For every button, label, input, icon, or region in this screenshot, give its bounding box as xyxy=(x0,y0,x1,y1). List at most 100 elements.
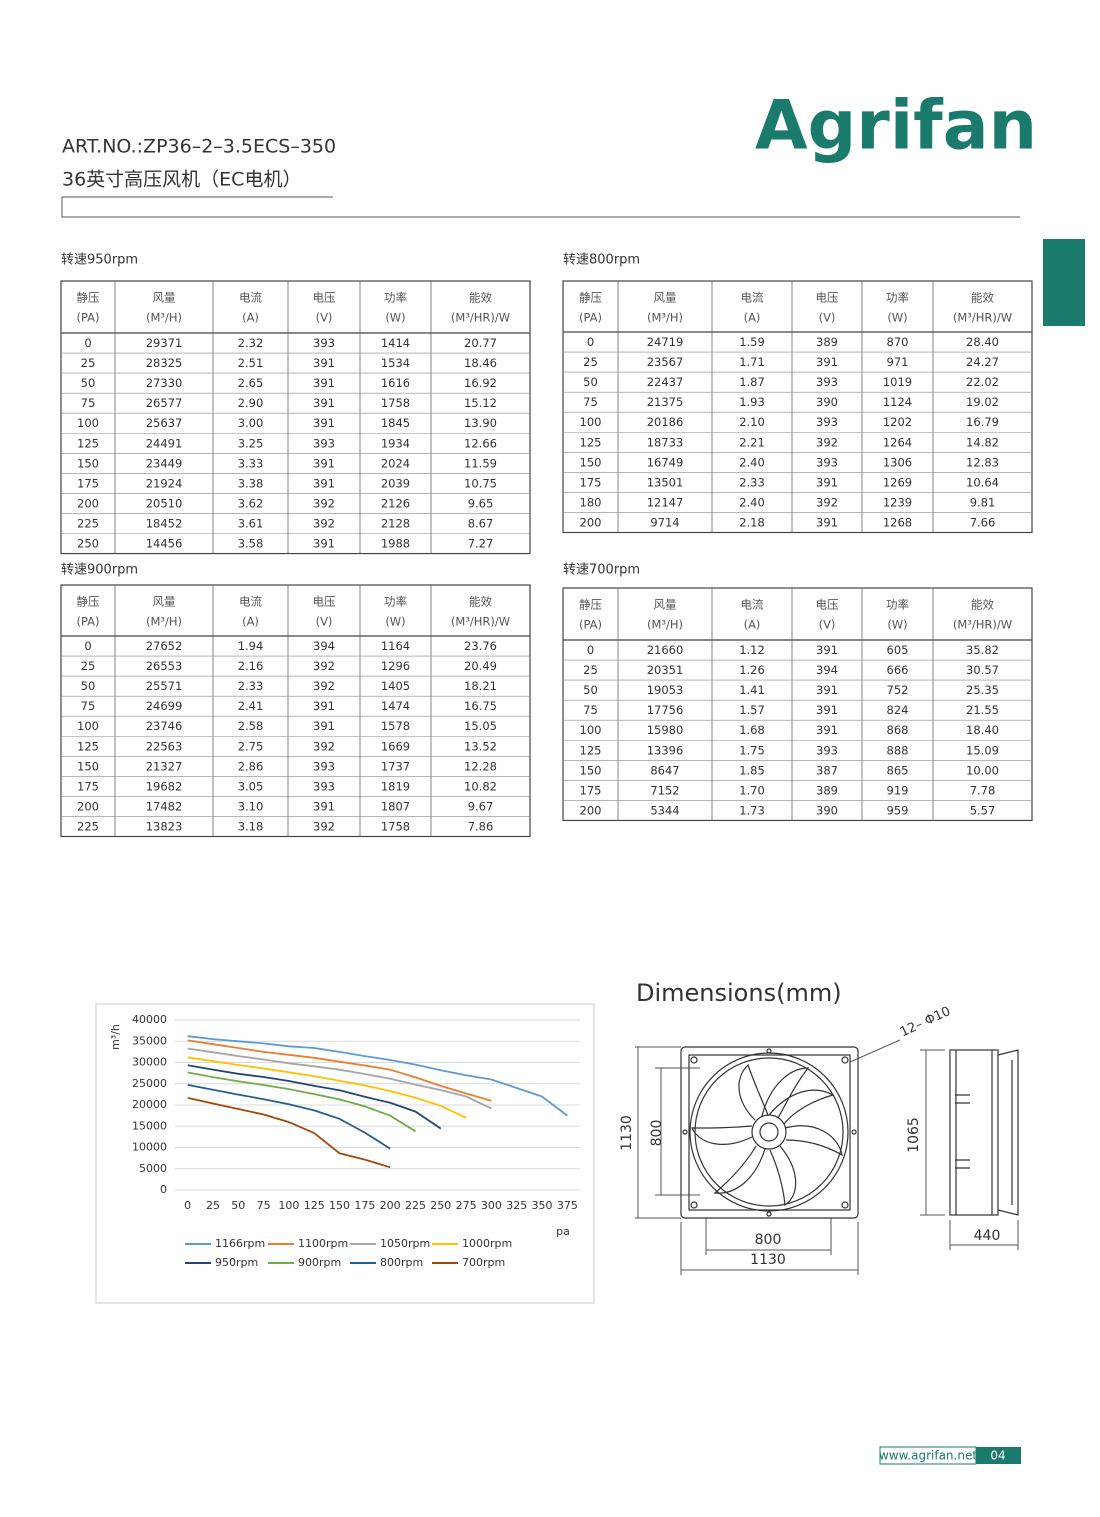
table-cell: 17482 xyxy=(146,799,183,813)
table-cell: 2024 xyxy=(381,456,410,470)
table-cell: 2.33 xyxy=(238,679,264,693)
table-cell: 7.66 xyxy=(970,515,996,529)
table-cell: 7.78 xyxy=(970,783,996,797)
table-cell: 25 xyxy=(583,663,598,677)
subtitle: 36英寸高压风机（EC电机） xyxy=(62,169,301,191)
table-cell: 175 xyxy=(77,779,99,793)
series-line xyxy=(187,1064,442,1130)
table-cell: 28325 xyxy=(146,356,183,370)
table-cell: 971 xyxy=(887,355,909,369)
table-header: (A) xyxy=(744,618,761,632)
y-tick-label: 25000 xyxy=(132,1077,167,1090)
series-line xyxy=(187,1047,492,1110)
table-cell: 200 xyxy=(580,803,602,817)
series-line xyxy=(187,1056,467,1119)
table-cell: 392 xyxy=(313,819,335,833)
table-cell: 50 xyxy=(583,375,598,389)
table-cell: 27652 xyxy=(146,639,183,653)
table-cell: 150 xyxy=(580,763,602,777)
table-cell: 2.58 xyxy=(238,719,264,733)
table-cell: 9.65 xyxy=(468,496,494,510)
table-cell: 28.40 xyxy=(966,335,999,349)
table-cell: 3.38 xyxy=(238,476,264,490)
table-cell: 24.27 xyxy=(966,355,999,369)
table-cell: 23449 xyxy=(146,456,183,470)
table-cell: 50 xyxy=(81,376,96,390)
table-cell: 393 xyxy=(313,779,335,793)
table-cell: 1.26 xyxy=(739,663,765,677)
table-cell: 2.18 xyxy=(739,515,765,529)
table-cell: 0 xyxy=(587,643,594,657)
table-cell: 125 xyxy=(77,739,99,753)
table-cell: 13.90 xyxy=(464,416,497,430)
table-cell: 18.46 xyxy=(464,356,497,370)
table-cell: 8647 xyxy=(650,763,679,777)
table-cell: 30.57 xyxy=(966,663,999,677)
table-cell: 1669 xyxy=(381,739,410,753)
table-cell: 1.70 xyxy=(739,783,765,797)
table-cell: 2.40 xyxy=(739,495,765,509)
table-header: 电压 xyxy=(816,291,839,305)
table-header: 能效 xyxy=(469,595,492,609)
x-tick-label: 0 xyxy=(184,1199,191,1212)
table-cell: 1124 xyxy=(883,395,912,409)
table-cell: 865 xyxy=(887,763,909,777)
table-cell: 1845 xyxy=(381,416,410,430)
table-cell: 10.64 xyxy=(966,475,999,489)
table-header: (A) xyxy=(744,311,761,325)
table-cell: 919 xyxy=(887,783,909,797)
table-cell: 9714 xyxy=(650,515,679,529)
header-rule xyxy=(61,196,1020,218)
table-cell: 18.21 xyxy=(464,679,497,693)
table-cell: 3.05 xyxy=(238,779,264,793)
legend-label: 700rpm xyxy=(462,1256,505,1269)
fan-drawing xyxy=(635,1039,1019,1275)
table-cell: 22437 xyxy=(647,375,684,389)
table-cell: 394 xyxy=(313,639,335,653)
table-cell: 391 xyxy=(313,719,335,733)
table-header: 电压 xyxy=(816,598,839,612)
table-cell: 5344 xyxy=(650,803,679,817)
table-header: (M³/H) xyxy=(146,311,182,325)
table-header: 电压 xyxy=(313,291,336,305)
table-cell: 16.92 xyxy=(464,376,497,390)
table-cell: 1.87 xyxy=(739,375,765,389)
chart-frame xyxy=(95,1003,595,1304)
table-cell: 391 xyxy=(816,475,838,489)
table-header: (M³/HR)/W xyxy=(953,311,1012,325)
table-cell: 391 xyxy=(816,515,838,529)
table-cell: 16.79 xyxy=(966,415,999,429)
dim-height-outer: 1130 xyxy=(619,1115,635,1151)
table-header: 功率 xyxy=(384,291,407,305)
table-cell: 393 xyxy=(313,336,335,350)
table-cell: 14.82 xyxy=(966,435,999,449)
table-cell: 12.83 xyxy=(966,455,999,469)
table-frame xyxy=(60,280,531,555)
table-header: (V) xyxy=(316,311,333,325)
table-cell: 225 xyxy=(77,819,99,833)
table-cell: 225 xyxy=(77,516,99,530)
x-tick-label: 75 xyxy=(257,1199,271,1212)
table-cell: 392 xyxy=(313,679,335,693)
table-header: (PA) xyxy=(76,311,99,325)
table-header: 风量 xyxy=(654,598,677,612)
table-cell: 26553 xyxy=(146,659,183,673)
table-cell: 10.75 xyxy=(464,476,497,490)
table-cell: 20186 xyxy=(647,415,684,429)
table-cell: 1019 xyxy=(883,375,912,389)
table-cell: 2.32 xyxy=(238,336,264,350)
table-cell: 752 xyxy=(887,683,909,697)
table-header: 电流 xyxy=(741,598,764,612)
table-cell: 391 xyxy=(313,456,335,470)
dim-width-inner: 800 xyxy=(755,1232,782,1248)
table-header: 电压 xyxy=(313,595,336,609)
table-cell: 125 xyxy=(580,435,602,449)
table-cell: 1988 xyxy=(381,537,410,551)
table-header: 电流 xyxy=(741,291,764,305)
table-cell: 25 xyxy=(81,356,96,370)
table-cell: 391 xyxy=(313,476,335,490)
table-cell: 391 xyxy=(313,356,335,370)
x-tick-label: 350 xyxy=(532,1199,553,1212)
series-line xyxy=(187,1039,492,1102)
table-cell: 391 xyxy=(313,537,335,551)
